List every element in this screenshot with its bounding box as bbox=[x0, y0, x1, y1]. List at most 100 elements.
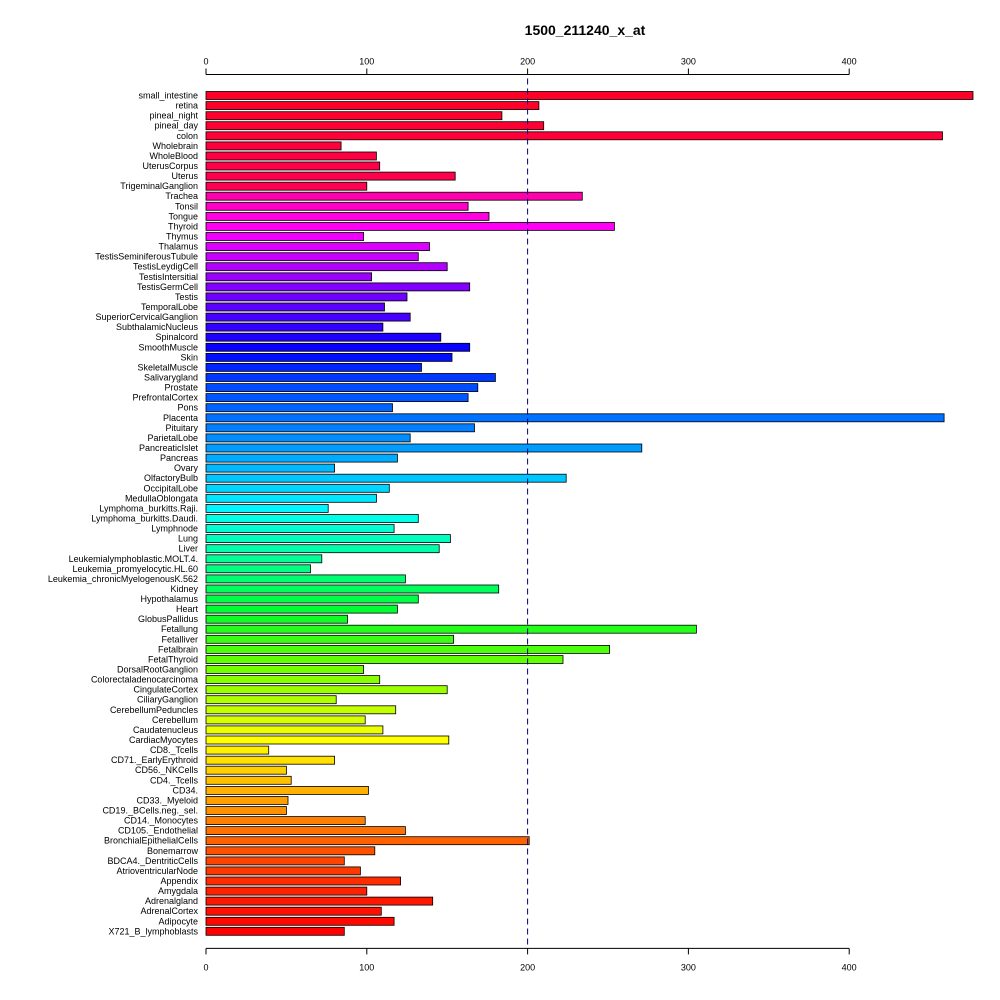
bar bbox=[205, 594, 419, 604]
tick-label: 0 bbox=[203, 962, 208, 972]
category-label: Leukemia_promyelocytic.HL.60 bbox=[72, 564, 198, 574]
bar bbox=[205, 403, 393, 413]
category-label: Fetalbrain bbox=[158, 644, 198, 654]
bar bbox=[205, 624, 697, 634]
bar bbox=[205, 433, 411, 443]
category-label: UterusCorpus bbox=[142, 161, 198, 171]
category-label: Pancreas bbox=[160, 453, 199, 463]
bar bbox=[205, 383, 479, 393]
category-label: pineal_day bbox=[154, 121, 198, 131]
bar bbox=[205, 453, 398, 463]
category-label: Fetalliver bbox=[161, 634, 198, 644]
category-label: SubthalamicNucleus bbox=[116, 322, 199, 332]
bar bbox=[205, 614, 348, 624]
category-label: Appendix bbox=[160, 876, 198, 886]
x-axis-top: 0 100 200 300 400 bbox=[203, 57, 857, 75]
category-label: SmoothMuscle bbox=[138, 342, 198, 352]
bar bbox=[205, 634, 455, 644]
tick-label: 200 bbox=[520, 962, 535, 972]
category-label: Adipocyte bbox=[158, 916, 198, 926]
category-label: CiliaryGanglion bbox=[137, 695, 198, 705]
bar bbox=[205, 806, 287, 815]
bar bbox=[205, 886, 368, 896]
bar bbox=[205, 735, 450, 745]
bar bbox=[205, 906, 382, 916]
bar bbox=[205, 201, 469, 211]
bar bbox=[205, 111, 503, 121]
category-label: Lung bbox=[178, 534, 198, 544]
category-label: FetalThyroid bbox=[148, 655, 198, 665]
bar bbox=[205, 916, 395, 926]
category-label: GlobusPallidus bbox=[138, 614, 199, 624]
category-label: PancreaticIslet bbox=[139, 443, 199, 453]
bar bbox=[205, 926, 345, 936]
tick-label: 200 bbox=[520, 57, 535, 67]
bar bbox=[205, 705, 397, 715]
category-label: Hypothalamus bbox=[140, 594, 198, 604]
bar bbox=[205, 826, 406, 835]
bar bbox=[205, 262, 448, 272]
bar bbox=[205, 91, 974, 100]
bar bbox=[205, 232, 365, 241]
bar bbox=[205, 302, 385, 312]
bar bbox=[205, 101, 540, 110]
category-label: DorsalRootGanglion bbox=[117, 665, 198, 675]
category-label: BronchialEpithelialCells bbox=[104, 836, 199, 846]
bar bbox=[205, 816, 366, 825]
category-label: SuperiorCervicalGanglion bbox=[95, 312, 198, 322]
category-label: Lymphoma_burkitts.Daudi. bbox=[91, 514, 198, 524]
tick-label: 100 bbox=[359, 962, 374, 972]
category-label: TestisGermCell bbox=[137, 282, 198, 292]
bar bbox=[205, 564, 311, 574]
bar bbox=[205, 131, 943, 141]
bar bbox=[205, 645, 611, 654]
bar bbox=[205, 282, 471, 292]
category-label: Fetallung bbox=[161, 624, 198, 634]
bar bbox=[205, 161, 381, 171]
category-label: Tonsil bbox=[175, 201, 198, 211]
bar bbox=[205, 856, 345, 866]
category-label: Leukemialymphoblastic.MOLT.4. bbox=[69, 554, 198, 564]
category-label: Lymphnode bbox=[151, 524, 198, 534]
bar bbox=[205, 534, 451, 543]
bar bbox=[205, 755, 336, 765]
category-label: Liver bbox=[178, 544, 198, 554]
bar bbox=[205, 775, 292, 785]
bar bbox=[205, 221, 615, 231]
category-label: CD34. bbox=[172, 785, 198, 795]
bar bbox=[205, 242, 430, 252]
bar bbox=[205, 665, 365, 674]
category-label: Tongue bbox=[168, 211, 198, 221]
category-label: pineal_night bbox=[149, 111, 198, 121]
category-labels: small_intestineretinapineal_nightpineal_… bbox=[48, 91, 199, 937]
category-label: Adrenalgland bbox=[145, 896, 198, 906]
bar bbox=[205, 191, 583, 201]
bar bbox=[205, 574, 406, 584]
category-label: colon bbox=[176, 131, 198, 141]
category-label: TestisLeydigCell bbox=[133, 262, 198, 272]
category-label: AtrioventricularNode bbox=[116, 866, 198, 876]
category-label: CD105._Endothelial bbox=[118, 826, 198, 836]
bar bbox=[205, 171, 456, 181]
category-label: CardiacMyocytes bbox=[129, 735, 199, 745]
bar bbox=[205, 463, 336, 473]
bar bbox=[205, 503, 329, 513]
bar bbox=[205, 413, 945, 423]
bar bbox=[205, 514, 419, 523]
category-label: CD33._Myeloid bbox=[136, 795, 198, 805]
bar bbox=[205, 725, 384, 735]
bar bbox=[205, 322, 384, 332]
category-label: TestisSeminiferousTubule bbox=[95, 252, 198, 262]
bar bbox=[205, 332, 442, 342]
bar bbox=[205, 685, 448, 695]
bar bbox=[205, 846, 376, 856]
bar bbox=[205, 745, 270, 755]
category-label: CD71._EarlyErythroid bbox=[111, 755, 198, 765]
category-label: Bonemarrow bbox=[147, 846, 199, 856]
category-label: Colorectaladenocarcinoma bbox=[91, 675, 198, 685]
tick-label: 300 bbox=[681, 962, 696, 972]
category-label: TestisIntersitial bbox=[139, 272, 198, 282]
bar bbox=[205, 866, 361, 876]
category-label: CingulateCortex bbox=[133, 685, 198, 695]
